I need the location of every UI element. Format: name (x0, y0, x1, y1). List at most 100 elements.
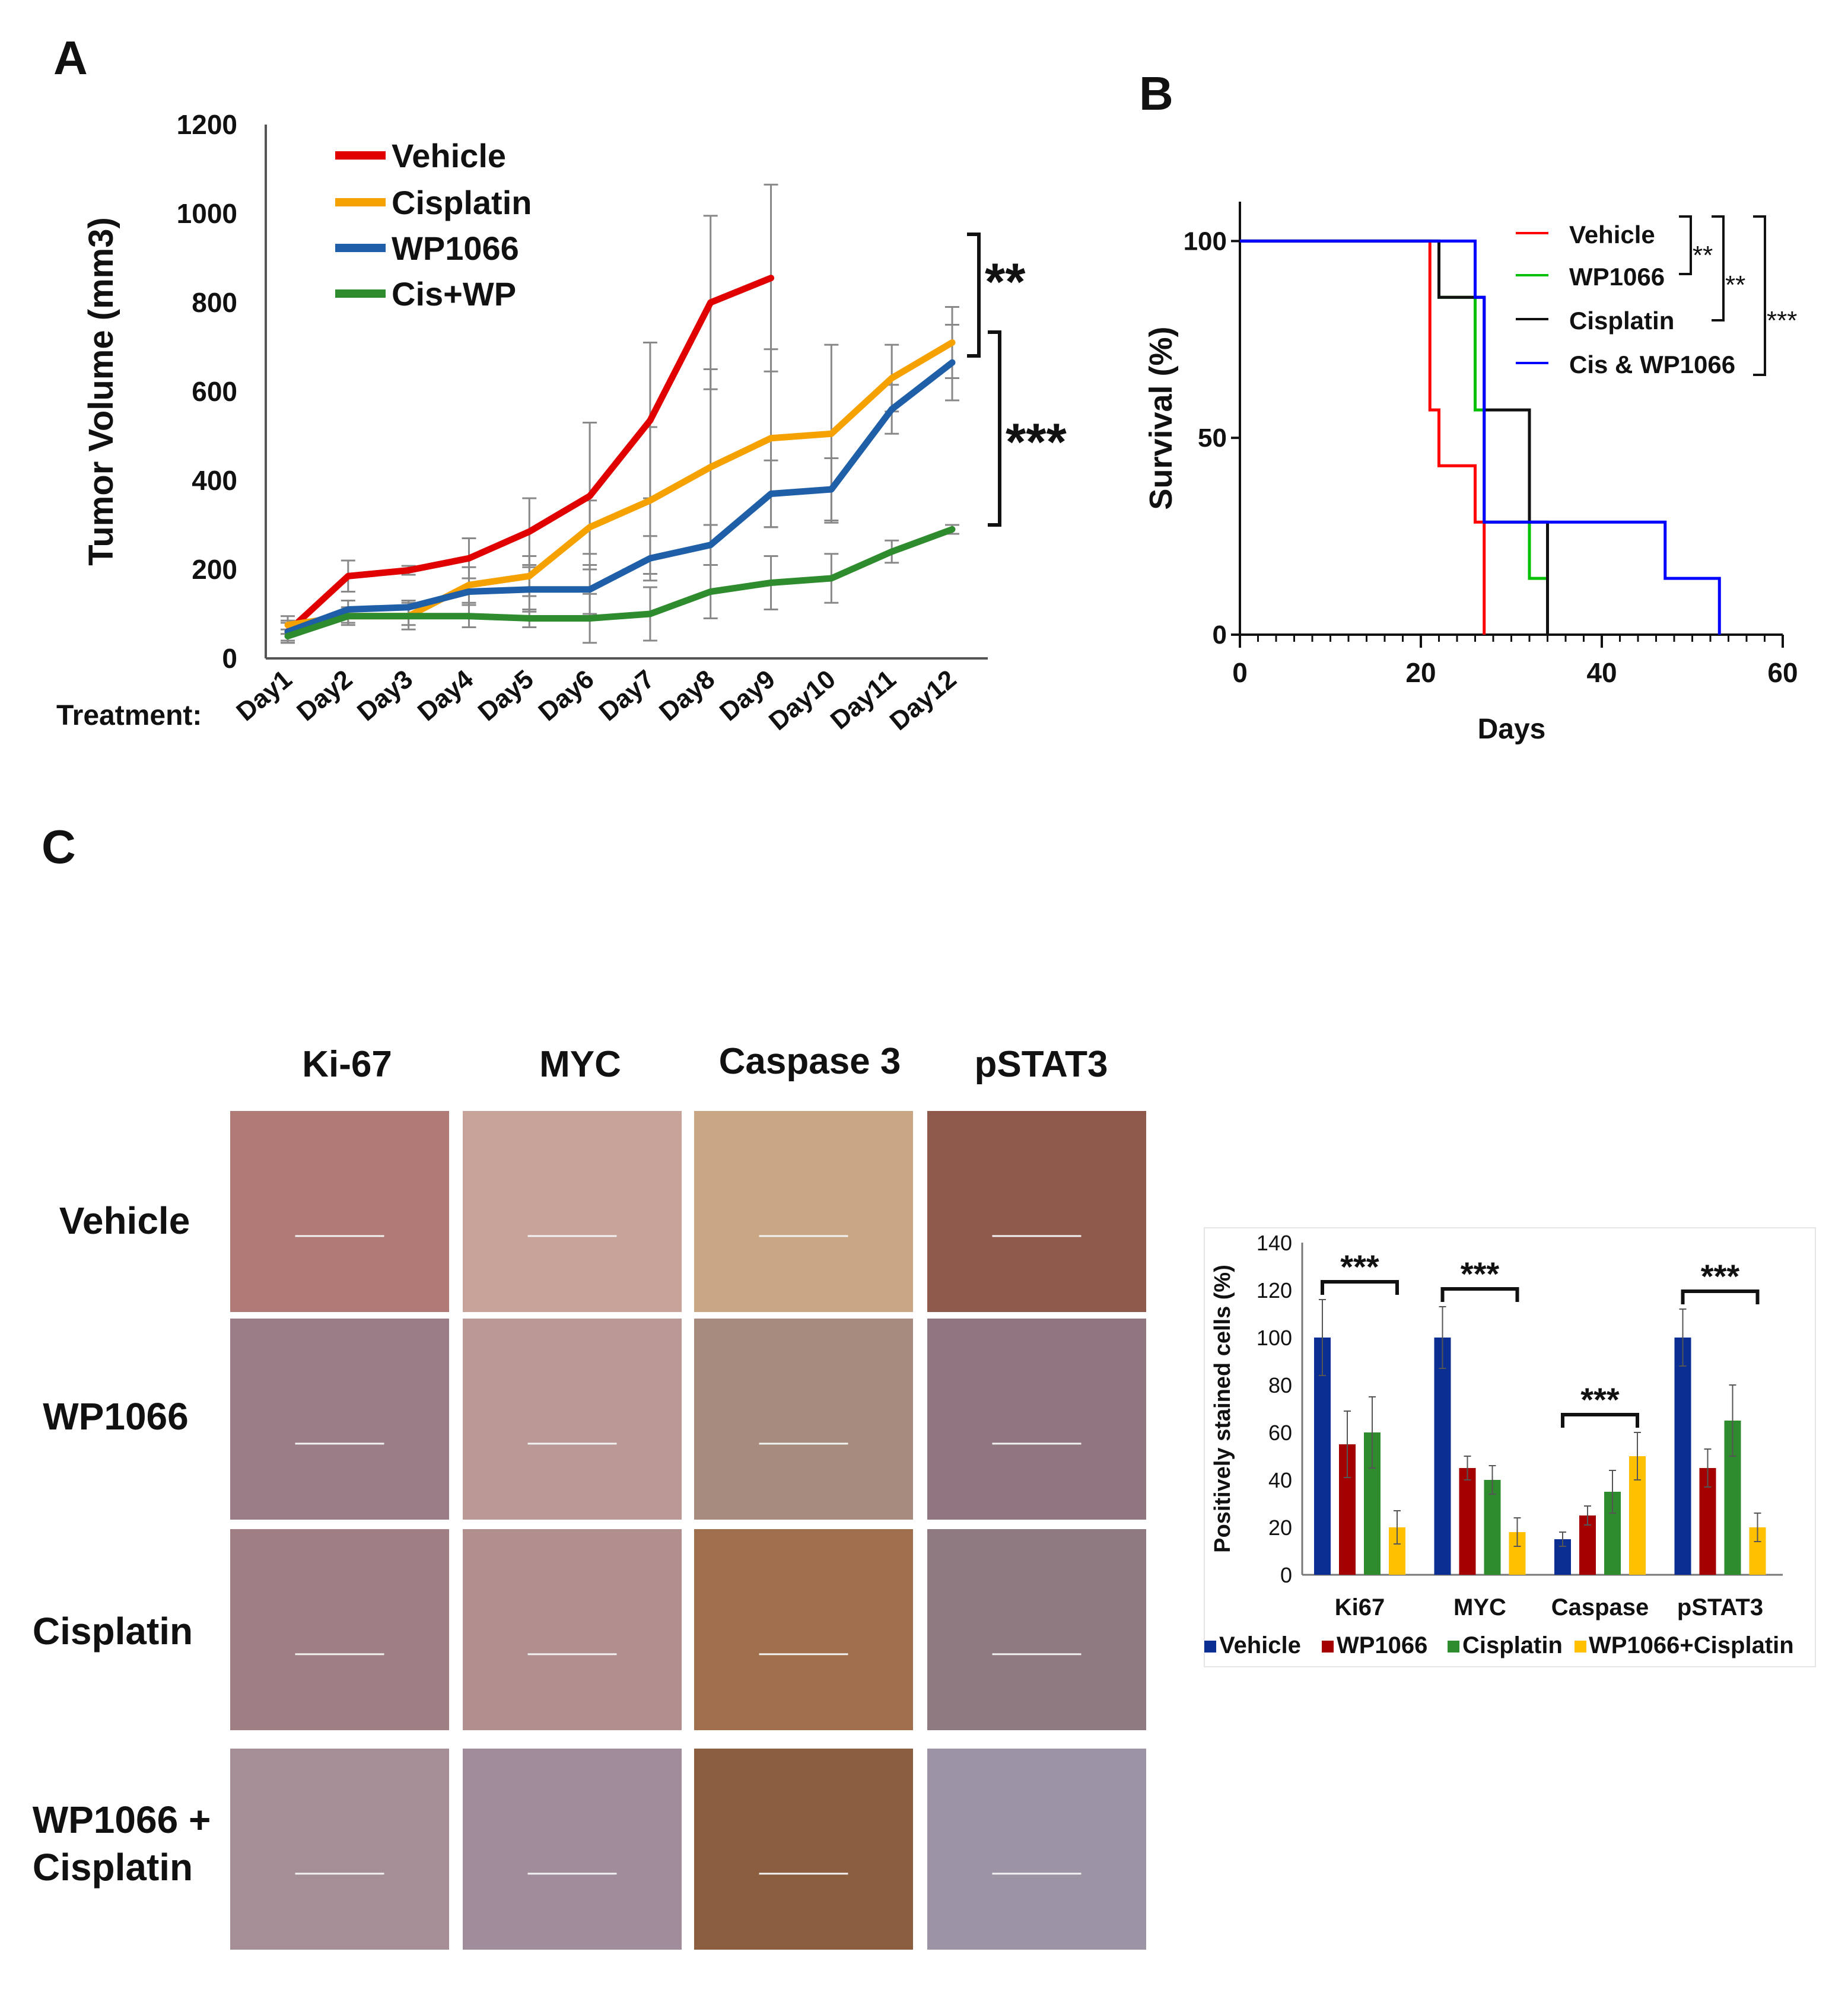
chart-c-legend-vehicle: Vehicle (1219, 1632, 1301, 1658)
ihc-tile-combo-ki-67 (227, 1745, 453, 1953)
chart-b-curve-vehicle (1240, 239, 1486, 635)
ihc-tile-vehicle-ki-67 (227, 1107, 453, 1316)
panel-label-c: C (42, 820, 76, 873)
ihc-tile-cisplatin-caspase-3 (691, 1526, 917, 1734)
chart-c-significance-pstat3: *** (1701, 1257, 1740, 1295)
chart-b-bracket-3 (1753, 215, 1766, 376)
chart-c-legend-swatch-vehicle (1204, 1641, 1216, 1653)
chart-c-y-tick-140: 140 (1257, 1231, 1292, 1255)
chart-a-y-tick-800: 800 (192, 287, 237, 318)
chart-b-x-tick-0: 0 (1232, 657, 1248, 688)
ihc-tile-combo-myc (459, 1745, 685, 1953)
chart-c-legend: Vehicle WP1066 Cisplatin WP1066+Cisplati… (1204, 1632, 1794, 1658)
chart-b-axes: 0 50 100 0 20 40 60 (1184, 227, 1798, 688)
chart-c-y-tick-40: 40 (1268, 1468, 1292, 1492)
chart-c-legend-swatch-cisplatin (1448, 1641, 1459, 1653)
chart-b-x-tick-40: 40 (1586, 657, 1617, 688)
chart-c-y-tick-60: 60 (1268, 1421, 1292, 1445)
chart-c-x-tick-ki67: Ki67 (1335, 1594, 1385, 1620)
chart-a-y-tick-1000: 1000 (177, 198, 237, 229)
chart-a-y-tick-600: 600 (192, 376, 237, 407)
panel-label-b: B (1139, 67, 1173, 120)
chart-c-y-tick-80: 80 (1268, 1373, 1292, 1397)
chart-b-significance-2: ** (1725, 270, 1745, 300)
chart-c: 0 20 40 60 80 100 120 140 *** *** *** *** Ki67 MYC C… (1204, 1227, 1816, 1667)
chart-c-bracket-myc (1440, 1287, 1519, 1302)
chart-c-legend-wp1066: WP1066 (1337, 1632, 1427, 1658)
chart-c-y-tick-100: 100 (1257, 1326, 1292, 1350)
chart-c-significance-caspase: *** (1580, 1381, 1620, 1418)
ihc-row-combo-line2: Cisplatin (33, 1846, 193, 1889)
chart-a-legend: Vehicle Cisplatin WP1066 Cis+WP (335, 137, 532, 313)
ihc-row-vehicle: Vehicle (59, 1199, 190, 1242)
chart-c-legend-cisplatin: Cisplatin (1462, 1632, 1563, 1658)
chart-a-line-cis-wp (284, 526, 956, 639)
chart-a-significance-2: *** (1006, 412, 1067, 471)
chart-b-legend-vehicle: Vehicle (1569, 221, 1655, 249)
chart-b-legend: Vehicle WP1066 Cisplatin Cis & WP1066 (1516, 221, 1735, 378)
chart-a-line-vehicle (284, 275, 775, 635)
chart-b-legend-cisplatin: Cisplatin (1569, 307, 1674, 335)
ihc-tile-vehicle-pstat3 (924, 1107, 1150, 1316)
chart-c-bracket-caspase (1561, 1413, 1639, 1428)
chart-a-line-wp1066 (284, 359, 956, 635)
chart-b-x-tick-60: 60 (1767, 657, 1798, 688)
chart-a-y-axis: 0 200 400 600 800 1000 1200 (177, 109, 237, 674)
chart-a-x-label: Treatment: (56, 700, 202, 731)
ihc-tile-combo-caspase-3 (691, 1745, 917, 1953)
chart-c-bar-ki67-vehicle (1314, 1338, 1331, 1575)
chart-c-significance-myc: *** (1461, 1255, 1500, 1292)
chart-a-y-tick-1200: 1200 (177, 109, 237, 140)
chart-c-y-axis: 0 20 40 60 80 100 120 140 (1257, 1231, 1292, 1587)
ihc-row-combo-line1: WP1066 + (33, 1798, 211, 1841)
panel-label-a: A (53, 31, 88, 84)
chart-b-bracket-1 (1679, 215, 1692, 275)
ihc-tile-cisplatin-ki-67 (227, 1526, 453, 1734)
ihc-tile-wp1066-pstat3 (924, 1315, 1150, 1523)
ihc-tile-cisplatin-myc (459, 1526, 685, 1734)
chart-c-bracket-ki67 (1321, 1280, 1399, 1295)
chart-c-bar-pstat3-vehicle (1674, 1338, 1691, 1575)
chart-b-series (1240, 239, 1721, 635)
chart-a-legend-cisplatin: Cisplatin (392, 184, 532, 221)
ihc-tile-wp1066-myc (459, 1315, 685, 1523)
chart-c-significance: *** *** *** *** (1321, 1248, 1760, 1428)
chart-a-legend-wp1066: WP1066 (392, 230, 519, 267)
ihc-row-cisplatin: Cisplatin (33, 1610, 193, 1653)
chart-c-bar-myc-vehicle (1434, 1338, 1451, 1575)
chart-b-y-label: Survival (%) (1143, 326, 1179, 510)
chart-a-series (284, 275, 956, 639)
chart-c-x-tick-myc: MYC (1453, 1594, 1506, 1620)
chart-b-legend-ciswp: Cis & WP1066 (1569, 351, 1735, 378)
chart-a-bracket-2 (988, 330, 1001, 527)
ihc-column-caspase3: Caspase 3 (719, 1041, 901, 1082)
ihc-column-myc: MYC (539, 1044, 621, 1085)
ihc-column-ki67: Ki-67 (302, 1044, 392, 1085)
chart-a-y-tick-0: 0 (222, 643, 237, 674)
chart-a-y-tick-400: 400 (192, 465, 237, 496)
chart-a-legend-vehicle: Vehicle (392, 137, 506, 174)
chart-c-y-label: Positively stained cells (%) (1210, 1265, 1235, 1553)
ihc-tile-vehicle-caspase-3 (691, 1107, 917, 1316)
chart-b: 0 50 100 0 20 40 60 Survival (%) Days Vehicle … (1143, 202, 1798, 745)
chart-b-x-tick-20: 20 (1405, 657, 1436, 688)
ihc-image-grid: Ki-67 MYC Caspase 3 pSTAT3 Vehicle WP106… (33, 1041, 1150, 1953)
chart-b-x-label: Days (1478, 714, 1546, 745)
chart-c-y-tick-0: 0 (1280, 1563, 1292, 1587)
chart-b-y-tick-50: 50 (1198, 424, 1227, 453)
ihc-column-pstat3: pSTAT3 (974, 1044, 1108, 1085)
chart-b-legend-wp1066: WP1066 (1569, 263, 1665, 291)
chart-c-legend-combo: WP1066+Cisplatin (1589, 1632, 1794, 1658)
chart-c-frame (1204, 1227, 1816, 1667)
chart-b-y-tick-0: 0 (1213, 620, 1227, 649)
chart-c-bars (1314, 1299, 1766, 1575)
chart-c-bar-myc-cisplatin (1484, 1480, 1501, 1575)
ihc-tile-wp1066-caspase-3 (691, 1315, 917, 1523)
chart-c-x-tick-caspase: Caspase (1551, 1594, 1649, 1620)
chart-a-bracket-1 (967, 233, 981, 358)
ihc-tile-combo-pstat3 (924, 1745, 1150, 1953)
chart-c-bracket-pstat3 (1681, 1289, 1760, 1304)
chart-c-bar-myc-wp1066 (1459, 1468, 1476, 1575)
chart-c-x-axis: Ki67 MYC Caspase pSTAT3 (1335, 1594, 1763, 1620)
